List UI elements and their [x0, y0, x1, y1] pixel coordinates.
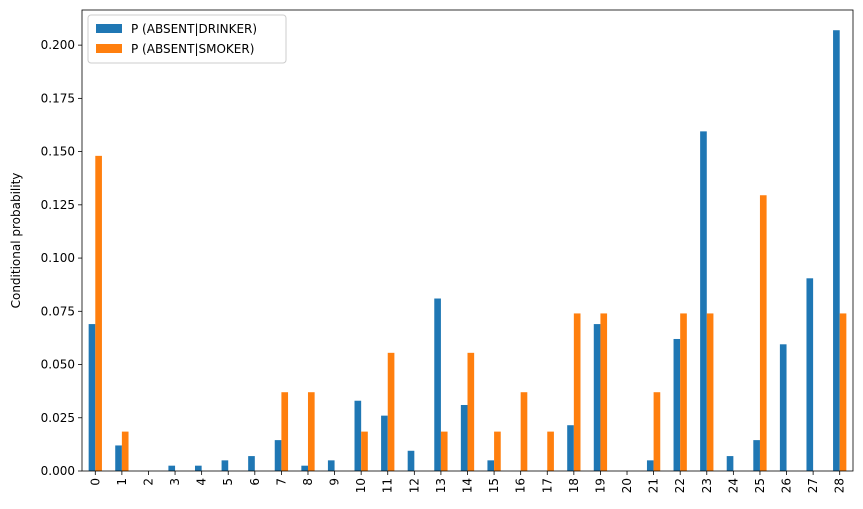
bar-series-1-13 [434, 298, 441, 471]
x-tick-label: 16 [514, 478, 528, 493]
x-tick-label: 5 [221, 478, 235, 486]
bar-series-1-19 [593, 324, 601, 471]
y-tick-label: 0.050 [41, 358, 75, 372]
x-tick-label: 17 [540, 478, 554, 493]
legend-box [87, 14, 287, 64]
bar-series-2-25 [759, 195, 767, 471]
x-tick-label: 3 [168, 478, 182, 486]
x-tick-label: 18 [567, 478, 581, 493]
y-tick-label: 0.100 [41, 251, 75, 265]
bar-series-1-25 [753, 440, 760, 471]
y-tick-label: 0.000 [41, 464, 75, 478]
x-tick-label: 1 [115, 478, 129, 486]
y-tick-label: 0.200 [41, 38, 75, 52]
bar-series-2-10 [361, 431, 368, 471]
y-tick-label: 0.125 [41, 198, 75, 212]
y-tick-label: 0.025 [41, 411, 75, 425]
bar-series-1-8 [301, 465, 308, 471]
bar-series-2-17 [547, 431, 554, 471]
bar-series-1-12 [407, 450, 415, 471]
bar-series-1-18 [567, 425, 574, 471]
x-tick-label: 11 [381, 478, 395, 493]
x-tick-label: 9 [328, 478, 342, 486]
x-tick-label: 7 [274, 478, 288, 486]
bar-series-1-4 [194, 465, 202, 471]
bar-series-1-10 [354, 400, 362, 471]
x-tick-label: 14 [461, 478, 475, 493]
bar-series-2-13 [440, 431, 448, 471]
bar-series-1-3 [168, 465, 176, 471]
bar-series-1-22 [673, 338, 681, 471]
x-tick-label: 23 [700, 478, 714, 493]
y-tick-label: 0.150 [41, 145, 75, 159]
bar-series-2-23 [706, 313, 714, 471]
bar-series-2-14 [467, 352, 475, 471]
y-axis: 0.000 0.025 0.050 0.075 0.100 0.125 0.150 0.175… [41, 38, 82, 478]
bar-series-2-0 [95, 155, 102, 472]
x-axis: 0 1 2 3 4 5 6 7 8 9 10 11 12 13 14 15 16 17 18 19 20 21 22 23 24… [88, 471, 847, 493]
x-tick-label: 25 [753, 478, 767, 493]
x-tick-label: 26 [780, 478, 794, 493]
legend-swatch-1 [96, 24, 122, 33]
bar-series-1-24 [726, 456, 734, 471]
bars [88, 30, 847, 472]
bar-series-2-1 [121, 431, 129, 471]
bar-series-1-27 [806, 278, 814, 471]
plot-frame [81, 9, 854, 472]
x-tick-label: 13 [434, 478, 448, 493]
bar-series-2-19 [600, 313, 608, 471]
bar-series-2-16 [520, 392, 528, 471]
x-tick-label: 15 [487, 478, 501, 493]
bar-series-1-7 [274, 440, 282, 471]
bar-series-2-18 [573, 313, 581, 471]
x-tick-label: 4 [195, 478, 209, 486]
x-tick-label: 10 [354, 478, 368, 493]
x-tick-label: 19 [593, 478, 607, 493]
bar-series-2-28 [839, 313, 847, 471]
bar-series-1-0 [88, 324, 96, 471]
bar-series-2-15 [494, 431, 501, 471]
bar-series-1-26 [779, 344, 787, 471]
bar-series-2-7 [281, 392, 289, 471]
bar-series-1-28 [833, 30, 840, 471]
legend: P (ABSENT|DRINKER) P (ABSENT|SMOKER) [87, 14, 287, 64]
bar-series-2-8 [307, 392, 315, 471]
bar-series-1-15 [487, 460, 495, 471]
legend-label-2: P (ABSENT|SMOKER) [131, 42, 254, 56]
bar-series-1-6 [248, 456, 255, 471]
y-tick-label: 0.075 [41, 304, 75, 318]
x-tick-label: 8 [301, 478, 315, 486]
x-tick-label: 0 [88, 478, 102, 486]
bar-series-1-14 [460, 404, 468, 471]
x-tick-label: 28 [833, 478, 847, 493]
bar-series-1-9 [327, 460, 335, 471]
y-tick-label: 0.175 [41, 91, 75, 105]
x-tick-label: 6 [248, 478, 262, 486]
bar-series-1-1 [115, 445, 122, 471]
bar-series-1-11 [381, 415, 388, 471]
x-tick-label: 12 [407, 478, 421, 493]
legend-label-1: P (ABSENT|DRINKER) [131, 22, 257, 36]
legend-swatch-2 [96, 44, 122, 53]
x-tick-label: 27 [806, 478, 820, 493]
x-tick-label: 24 [726, 478, 740, 493]
bar-series-1-5 [221, 460, 229, 471]
bar-series-1-23 [700, 131, 707, 471]
x-tick-label: 21 [647, 478, 661, 493]
bar-series-1-21 [646, 460, 654, 471]
x-tick-label: 20 [620, 478, 634, 493]
x-tick-label: 22 [673, 478, 687, 493]
x-tick-label: 2 [141, 478, 155, 486]
bar-series-2-21 [653, 392, 661, 471]
y-axis-title: Conditional probability [9, 173, 23, 309]
bar-series-2-22 [680, 313, 687, 471]
bar-series-2-11 [387, 352, 395, 471]
